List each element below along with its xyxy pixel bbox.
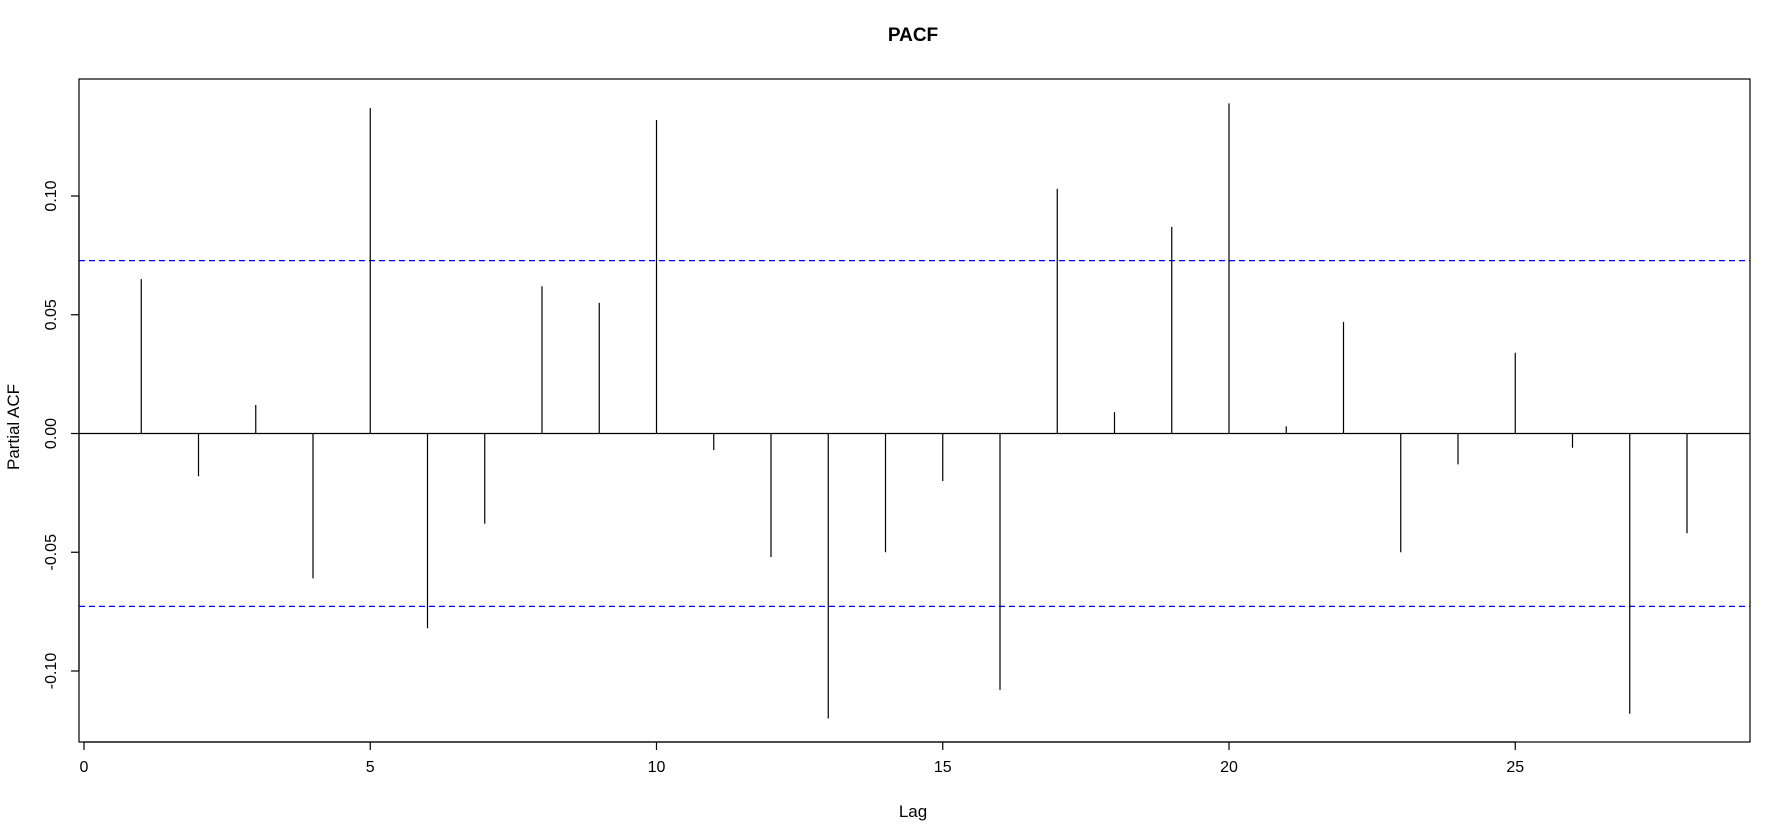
- y-tick-label: 0.05: [43, 299, 60, 330]
- x-axis-label: Lag: [899, 802, 927, 821]
- chart-marks: 0 5 10 15 20 25 -0.10 -0.05 0.00 0.05 0.10: [43, 103, 1750, 776]
- y-tick-label: 0.00: [43, 418, 60, 449]
- x-tick-label: 20: [1220, 759, 1238, 776]
- x-tick-label: 5: [366, 759, 375, 776]
- y-tick-label: -0.10: [43, 653, 60, 690]
- x-tick-label: 0: [80, 759, 89, 776]
- chart-title: PACF: [888, 25, 938, 46]
- y-tick-label: 0.10: [43, 180, 60, 211]
- y-tick-label: -0.05: [43, 534, 60, 571]
- x-tick-label: 25: [1506, 759, 1524, 776]
- x-tick-label: 10: [648, 759, 666, 776]
- y-axis-label: Partial ACF: [4, 384, 23, 470]
- plot-frame: [78, 78, 1751, 743]
- x-tick-label: 15: [934, 759, 952, 776]
